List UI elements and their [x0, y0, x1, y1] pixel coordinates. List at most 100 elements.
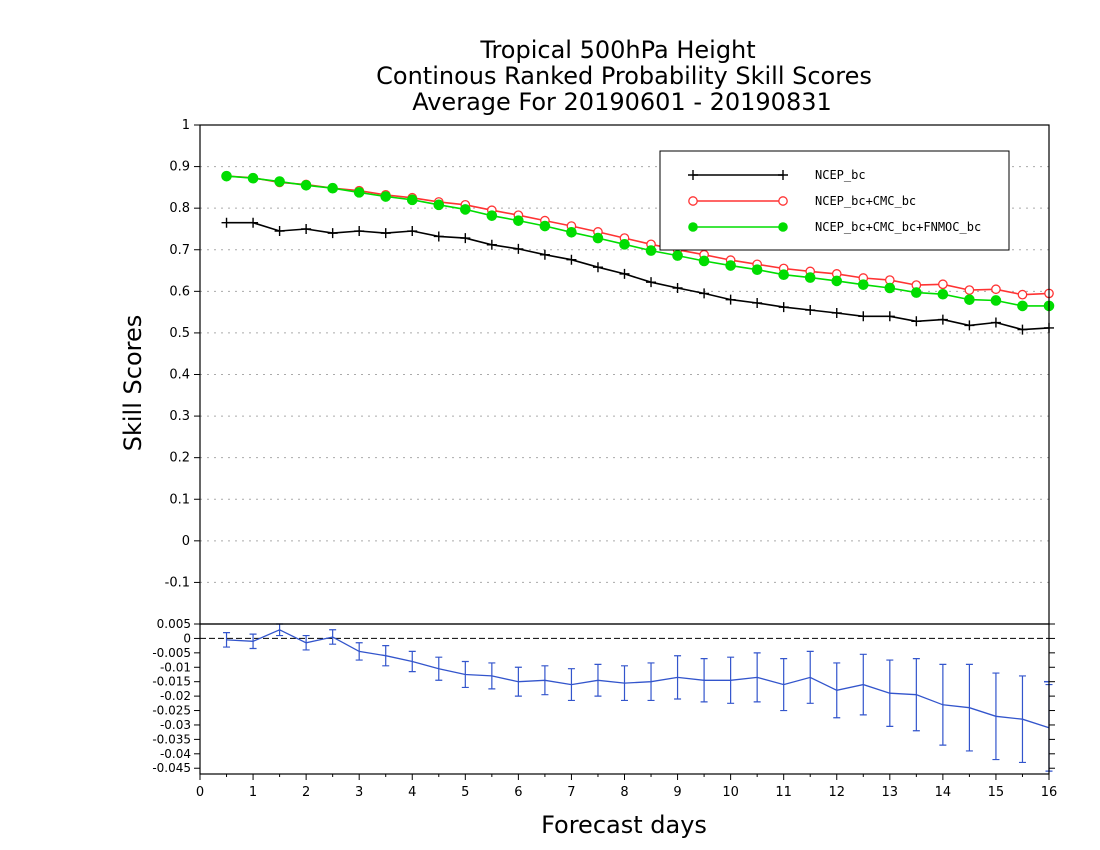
y-tick-label: 0.2: [169, 451, 190, 466]
data-point: [698, 255, 710, 267]
error-bar: [408, 650, 416, 673]
top-y-axis: -0.1 0 0.1 0.2 0.3 0.4 0.5 0.6 0.7 0.8 0.9 1: [165, 118, 200, 590]
y-tick-label: -0.005: [152, 646, 191, 660]
data-point: [433, 231, 444, 242]
data-point: [858, 311, 869, 322]
error-bar: [833, 662, 841, 719]
legend: NCEP_bc NCEP_bc+CMC_bc NCEP_bc+CMC_bc+FNMO…: [659, 150, 1010, 251]
error-bar: [1018, 675, 1026, 764]
data-point: [938, 279, 948, 290]
data-point: [353, 187, 365, 198]
error-bar: [939, 663, 947, 746]
x-tick-label: 3: [355, 785, 363, 800]
y-tick-label: -0.015: [152, 675, 191, 689]
title-line-1: Tropical 500hPa Height: [479, 36, 755, 64]
error-bar: [621, 665, 628, 702]
x-tick-label: 16: [1041, 785, 1058, 800]
y-tick-label: -0.04: [160, 747, 191, 761]
data-point: [778, 269, 789, 281]
x-axis-label: Forecast days: [541, 811, 707, 839]
data-point: [911, 287, 922, 298]
error-bar: [435, 656, 443, 681]
chart-title: Tropical 500hPa Height Continous Ranked …: [376, 36, 872, 116]
y-tick-label: -0.01: [160, 660, 191, 674]
data-point: [248, 217, 259, 228]
data-point: [725, 260, 736, 271]
data-point: [1017, 289, 1028, 300]
data-point: [539, 249, 550, 260]
legend-entry: NCEP_bc+CMC_bc+FNMOC_bc: [688, 220, 981, 234]
data-point: [300, 179, 312, 191]
error-bar: [567, 668, 575, 702]
data-point: [354, 226, 365, 237]
error-bar: [859, 653, 867, 716]
error-bar: [886, 659, 894, 728]
x-tick-label: 10: [722, 785, 739, 800]
data-point: [937, 288, 949, 300]
x-tick-label: 0: [196, 785, 204, 800]
data-point: [964, 320, 975, 331]
x-tick-label: 13: [882, 785, 899, 800]
series-NCEP_bc: [221, 217, 1054, 335]
legend-entry: NCEP_bc: [688, 168, 866, 182]
y-tick-label: 0.1: [169, 492, 190, 507]
data-point: [486, 210, 498, 221]
y-axis-label: Skill Scores: [119, 315, 147, 452]
top-panel-series: [221, 170, 1055, 335]
x-tick-label: 7: [567, 785, 575, 800]
data-point: [619, 268, 630, 279]
legend-label: NCEP_bc+CMC_bc+FNMOC_bc: [815, 220, 981, 234]
data-point: [964, 294, 975, 305]
legend-label: NCEP_bc: [815, 168, 866, 182]
data-point: [274, 226, 285, 237]
error-bar: [780, 658, 788, 712]
data-point: [672, 250, 683, 261]
y-tick-label: 0: [183, 631, 191, 645]
error-bar: [488, 662, 496, 690]
data-point: [1017, 324, 1028, 335]
data-point: [380, 228, 391, 239]
x-tick-label: 12: [828, 785, 845, 800]
data-point: [991, 284, 1001, 295]
x-tick-label: 14: [935, 785, 952, 800]
error-bar: [249, 633, 257, 650]
data-point: [486, 239, 497, 250]
data-point: [460, 233, 471, 244]
error-bar: [461, 660, 469, 689]
error-bar: [276, 623, 284, 637]
data-point: [592, 262, 603, 273]
difference-line: [226, 629, 1050, 729]
error-bar: [700, 658, 708, 703]
error-bar: [647, 662, 655, 702]
data-point: [592, 232, 604, 244]
error-bar: [992, 672, 1000, 761]
data-point: [513, 215, 524, 226]
error-bar: [329, 629, 337, 645]
legend-marker: [778, 196, 788, 206]
error-bar: [514, 666, 522, 697]
y-tick-label: 0.4: [169, 368, 190, 383]
data-point: [831, 275, 843, 287]
error-bar: [753, 652, 761, 703]
error-bar: [382, 645, 390, 667]
bottom-y-axis: -0.045-0.04-0.035-0.03-0.025-0.02-0.015-…: [152, 617, 1055, 775]
data-point: [990, 295, 1002, 306]
error-bar: [223, 632, 231, 648]
y-tick-label: 0.8: [169, 201, 190, 216]
x-tick-label: 5: [461, 785, 469, 800]
legend-label: NCEP_bc+CMC_bc: [815, 194, 916, 208]
data-point: [911, 316, 922, 327]
data-point: [831, 307, 842, 318]
data-point: [804, 272, 816, 283]
y-tick-label: 0.3: [169, 409, 190, 424]
title-line-2: Continous Ranked Probability Skill Score…: [376, 62, 872, 90]
x-axis: 0 1 2 3 4 5 6 7 8 9 10 11 12 13 14 15 16: [196, 774, 1057, 800]
bottom-panel-series: [223, 623, 1053, 772]
data-point: [274, 176, 285, 187]
data-point: [566, 226, 577, 238]
x-tick-label: 15: [988, 785, 1005, 800]
x-tick-label: 2: [302, 785, 310, 800]
data-point: [380, 191, 392, 202]
y-tick-label: 0.005: [157, 617, 191, 631]
